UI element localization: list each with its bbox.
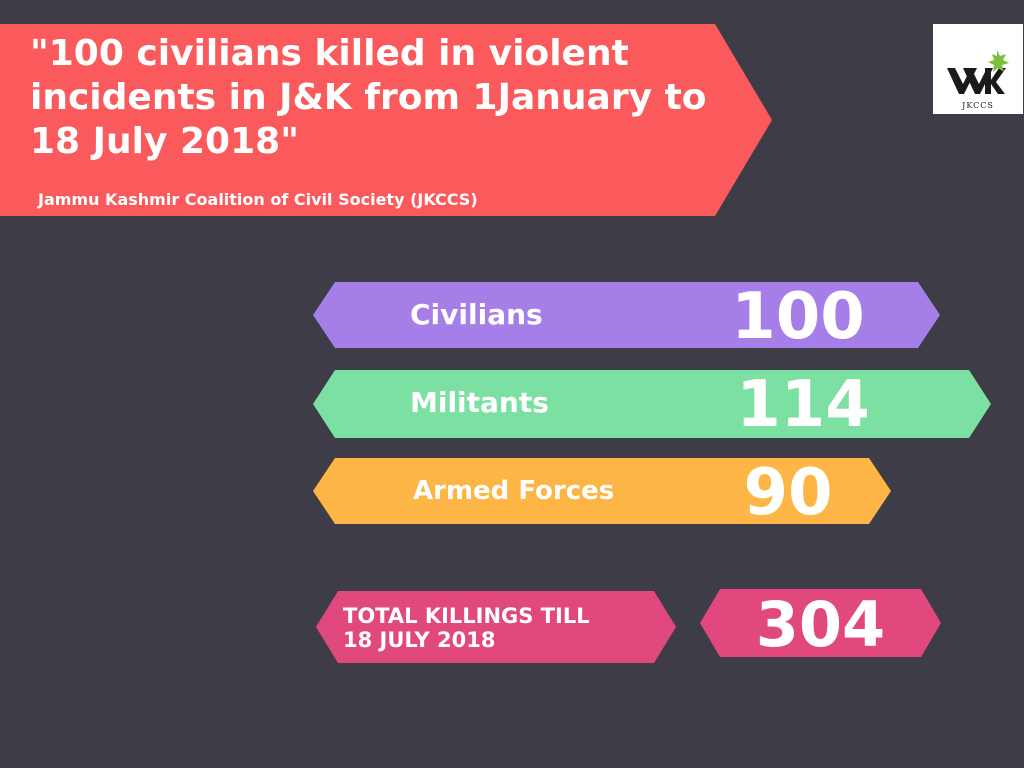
total-value-banner: [700, 589, 941, 657]
headline: "100 civilians killed in violent inciden…: [30, 33, 707, 162]
total-label-banner: [316, 591, 676, 663]
stat-value: 100: [731, 280, 865, 354]
total-value: 304: [755, 588, 886, 661]
jkccs-logo: JKCCS: [933, 24, 1023, 114]
stat-row-armed-forces: Armed Forces 90: [313, 458, 891, 524]
source-credit: Jammu Kashmir Coalition of Civil Society…: [38, 190, 478, 209]
total-label-line1: TOTAL KILLINGS TILL: [343, 604, 590, 628]
stat-label: Civilians: [410, 298, 543, 331]
stat-label: Armed Forces: [413, 476, 615, 506]
stat-value: 114: [736, 368, 870, 442]
headline-banner: [0, 24, 772, 216]
total-label-line2: 18 JULY 2018: [343, 628, 496, 652]
stat-row-civilians: Civilians 100: [313, 282, 940, 348]
stat-value: 90: [743, 456, 833, 530]
total-label: TOTAL KILLINGS TILL 18 JULY 2018: [343, 604, 590, 652]
stat-label: Militants: [410, 386, 549, 419]
logo-wordmark: JKCCS: [961, 101, 994, 110]
stat-row-militants: Militants 114: [313, 370, 991, 438]
